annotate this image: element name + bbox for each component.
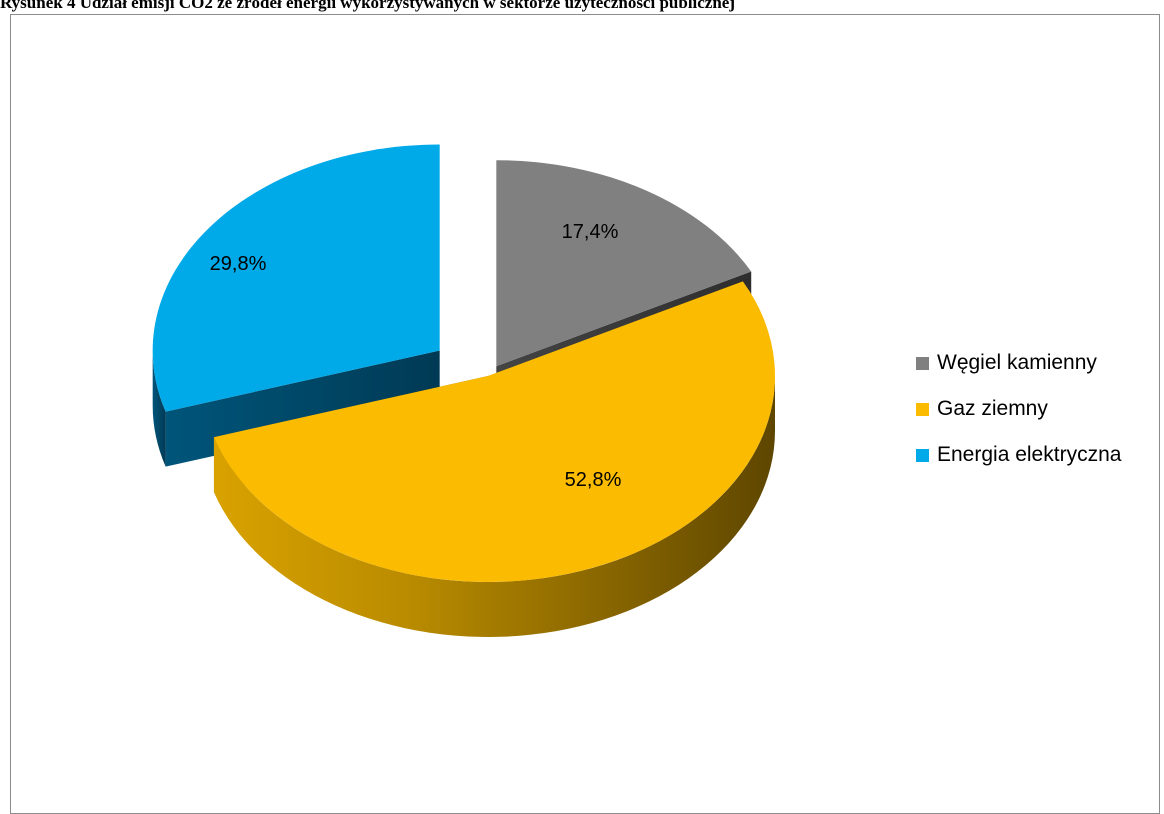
legend-item: Energia elektryczna	[916, 432, 1121, 478]
data-label: 29,8%	[210, 253, 267, 275]
legend-label: Węgiel kamienny	[937, 351, 1097, 374]
pie-slice-gaz-ziemny	[213, 281, 775, 582]
pie-slice-węgiel-kamienny	[496, 160, 752, 367]
legend-swatch	[916, 402, 929, 416]
chart-caption: Rysunek 4 Udział emisji CO2 ze źródeł en…	[0, 0, 736, 12]
legend-swatch	[916, 356, 929, 370]
chart-legend: Węgiel kamienny Gaz ziemny Energia elektry…	[916, 340, 1121, 478]
legend-label: Energia elektryczna	[937, 443, 1122, 466]
legend-label: Gaz ziemny	[937, 397, 1048, 420]
legend-item: Węgiel kamienny	[916, 340, 1121, 386]
slice-side	[213, 376, 775, 638]
data-label: 52,8%	[565, 469, 622, 491]
data-label: 17,4%	[562, 221, 619, 243]
slice-side	[152, 350, 166, 467]
legend-item: Gaz ziemny	[916, 386, 1121, 432]
legend-swatch	[916, 448, 929, 462]
pie-slice-energia-elektryczna	[152, 144, 440, 412]
